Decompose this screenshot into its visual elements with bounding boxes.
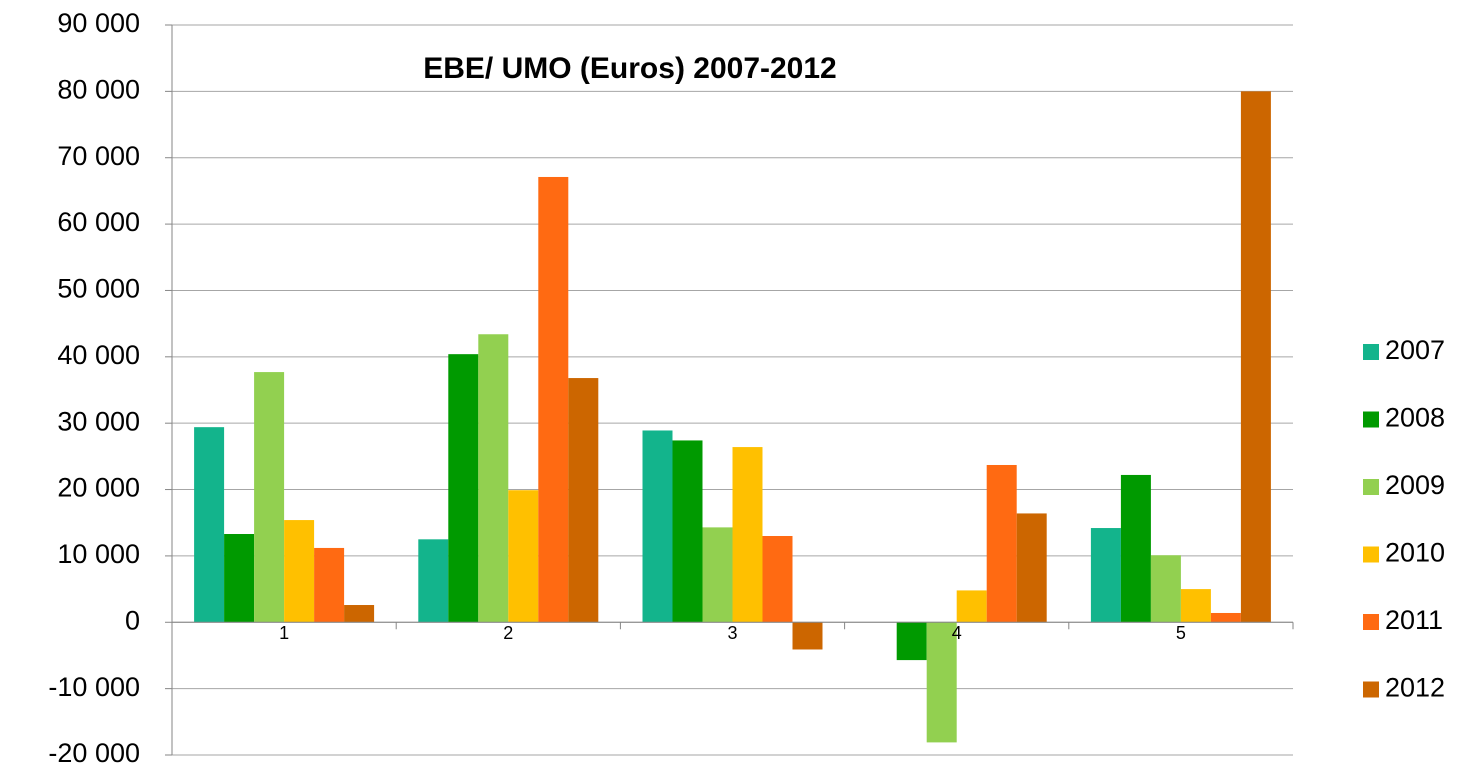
y-tick-label: 70 000: [57, 141, 140, 171]
bar: [194, 427, 225, 623]
legend-swatch: [1363, 344, 1379, 360]
y-tick-label: 80 000: [57, 74, 140, 104]
bar: [568, 378, 599, 623]
legend-label: 2007: [1385, 335, 1445, 365]
legend-label: 2012: [1385, 673, 1445, 703]
y-tick-label: 90 000: [57, 8, 140, 38]
x-tick-label: 3: [727, 623, 737, 643]
y-tick-label: 30 000: [57, 406, 140, 436]
bar: [642, 430, 673, 623]
bar: [732, 447, 763, 623]
bar: [508, 490, 539, 623]
legend-swatch: [1363, 411, 1379, 428]
bar: [1240, 91, 1271, 623]
y-tick-label: 60 000: [57, 207, 140, 237]
y-tick-label: 0: [125, 605, 140, 635]
legend-label: 2010: [1385, 538, 1445, 568]
bar: [896, 622, 927, 661]
bar: [1150, 555, 1181, 623]
y-tick-label: 10 000: [57, 539, 140, 569]
legend-label: 2008: [1385, 403, 1445, 433]
legend-swatch: [1363, 614, 1379, 630]
bar: [1210, 612, 1241, 623]
legend-label: 2011: [1385, 605, 1443, 635]
legend-swatch: [1363, 546, 1379, 563]
bar: [762, 536, 793, 623]
bar: [956, 590, 987, 623]
bar: [926, 622, 957, 743]
x-tick-label: 5: [1176, 623, 1186, 643]
y-tick-label: 20 000: [57, 473, 140, 503]
y-tick-label: 40 000: [57, 340, 140, 370]
bar: [254, 372, 285, 623]
y-tick-label: 50 000: [57, 274, 140, 304]
bar: [284, 520, 315, 623]
bar: [986, 464, 1017, 623]
bar: [538, 176, 569, 623]
bar: [418, 539, 449, 623]
bar: [344, 605, 375, 623]
legend-swatch: [1363, 681, 1379, 698]
bar: [702, 527, 733, 623]
bar: [1016, 513, 1047, 623]
bar: [1180, 589, 1211, 623]
bar: [672, 440, 703, 623]
x-tick-label: 2: [503, 623, 513, 643]
bar: [792, 622, 823, 650]
bar: [478, 334, 509, 623]
legend-label: 2009: [1385, 470, 1445, 500]
bar: [1120, 474, 1151, 623]
bar: [1090, 528, 1121, 623]
x-tick-label: 4: [952, 623, 962, 643]
x-tick-label: 1: [279, 623, 289, 643]
legend-swatch: [1363, 479, 1379, 495]
bar: [448, 354, 479, 623]
y-tick-label: -10 000: [48, 672, 140, 702]
chart-title: EBE/ UMO (Euros) 2007-2012: [423, 52, 836, 85]
bar: [314, 547, 345, 623]
bar: [224, 534, 255, 623]
y-tick-label: -20 000: [48, 738, 140, 768]
